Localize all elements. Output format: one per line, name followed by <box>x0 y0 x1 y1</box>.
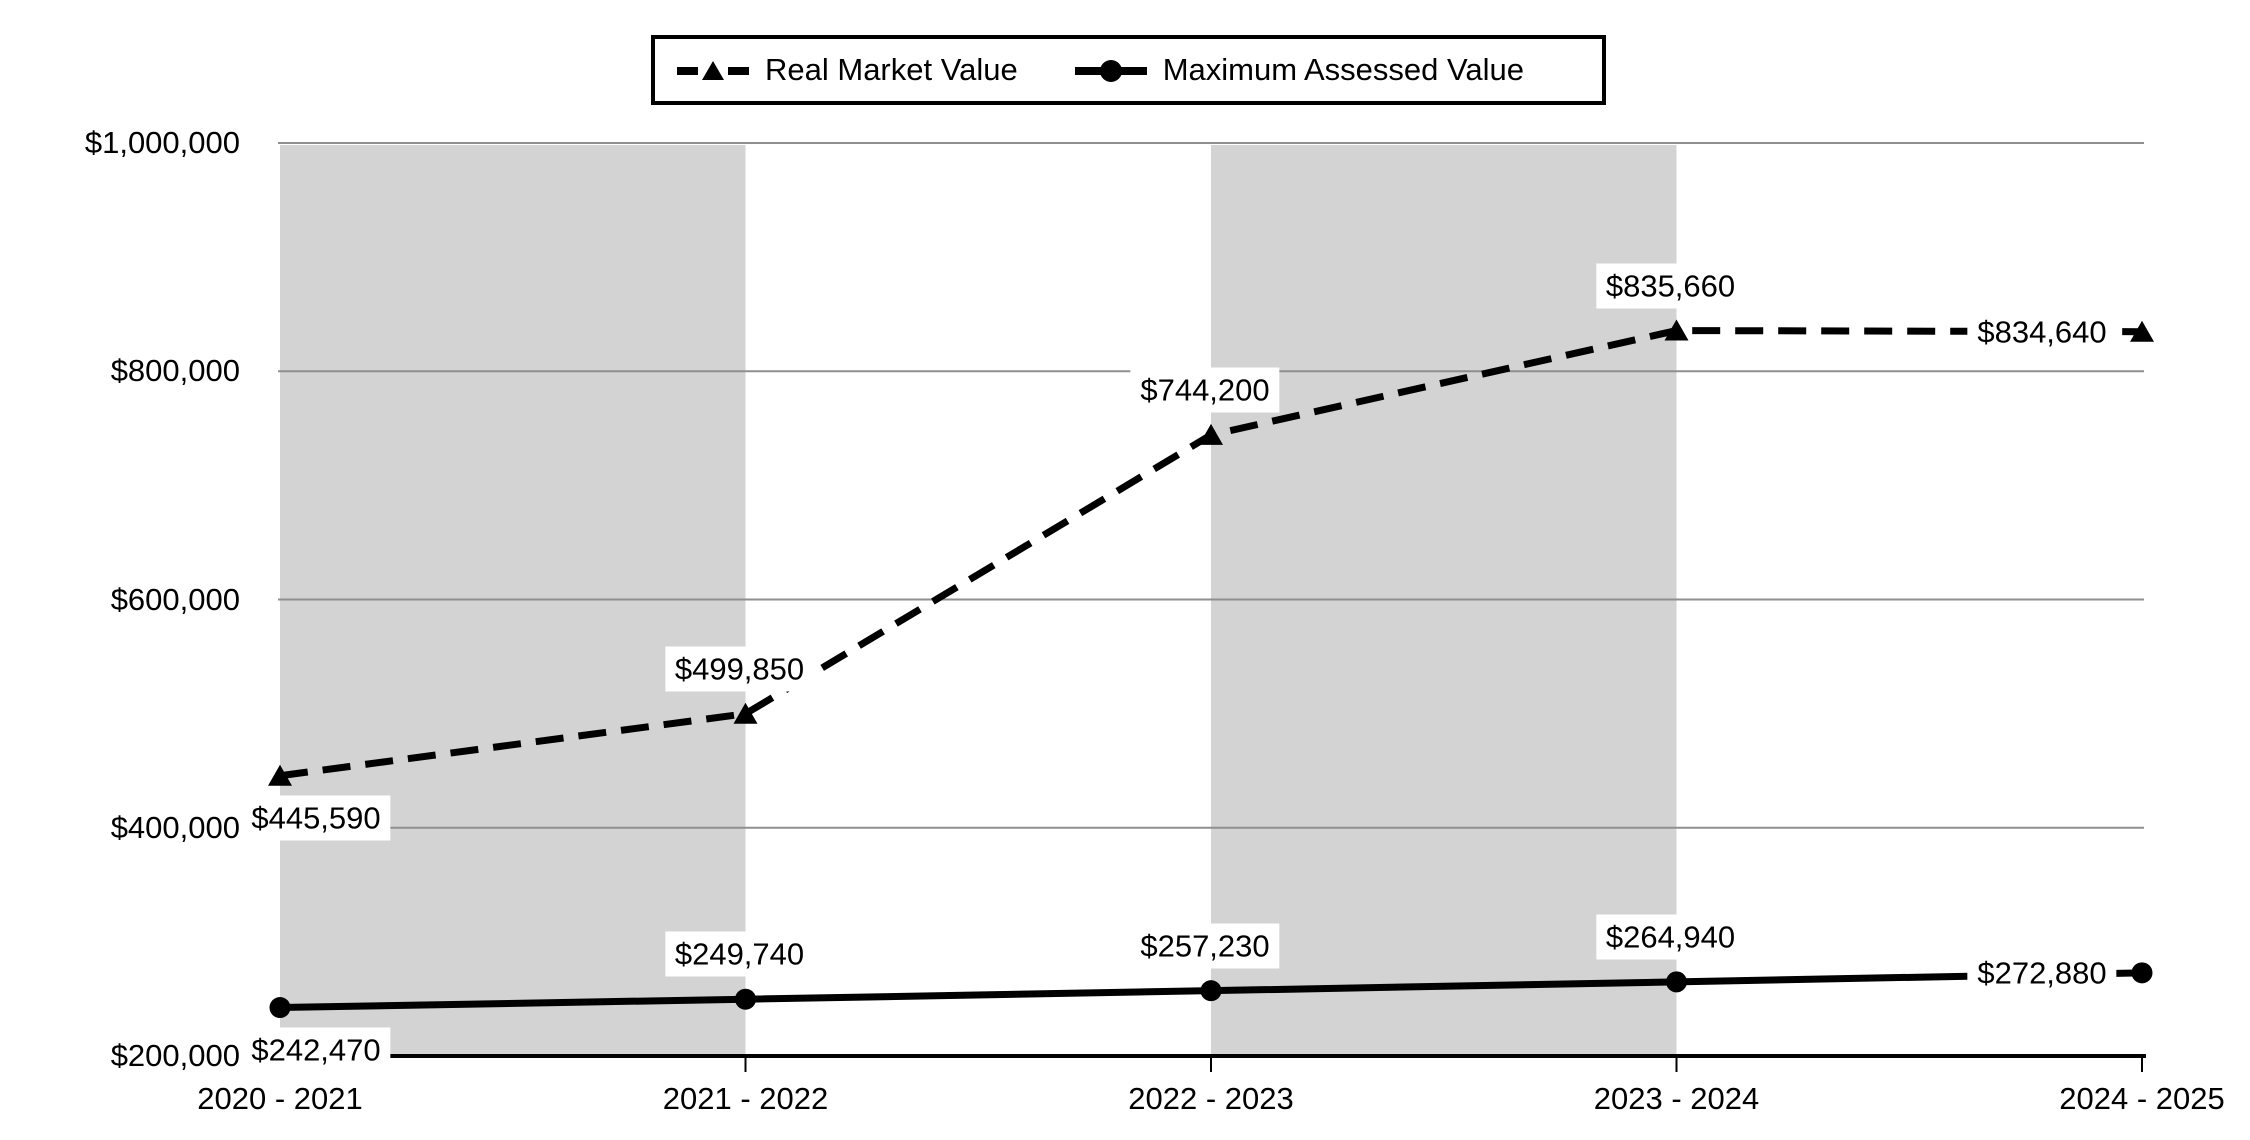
data-label: $834,640 <box>1967 309 2117 355</box>
circle-marker <box>2131 962 2153 984</box>
x-axis-tick-label: 2022 - 2023 <box>1128 1081 1294 1116</box>
triangle-marker <box>1664 319 1689 341</box>
y-axis-tick-label: $800,000 <box>110 353 240 389</box>
triangle-marker <box>1199 423 1223 445</box>
circle-marker <box>1666 971 1687 993</box>
legend-label-maximum-assessed-value: Maximum Assessed Value <box>1162 52 1524 87</box>
legend-item-maximum-assessed-value: Maximum Assessed Value <box>1074 52 1524 88</box>
y-axis-tick-label: $200,000 <box>110 1038 240 1073</box>
x-axis-tick-label: 2021 - 2022 <box>662 1081 829 1116</box>
legend: Real Market Value Maximum Assessed Value <box>651 35 1606 105</box>
triangle-marker <box>268 764 292 786</box>
legend-item-real-market-value: Real Market Value <box>677 52 1018 88</box>
y-axis-tick-label: $400,000 <box>110 809 240 845</box>
data-label: $249,740 <box>664 931 815 977</box>
x-axis-tick-label: 2023 - 2024 <box>1593 1081 1760 1116</box>
solid-line-circle-marker-icon <box>1074 60 1147 82</box>
data-label: $272,880 <box>1967 950 2117 996</box>
legend-label-real-market-value: Real Market Value <box>765 52 1018 87</box>
data-label: $835,660 <box>1595 263 1746 309</box>
data-label: $499,850 <box>664 646 815 692</box>
data-label: $445,590 <box>241 795 391 841</box>
y-axis-tick-label: $1,000,000 <box>84 125 240 160</box>
dashed-line-triangle-marker-icon <box>677 61 749 80</box>
circle-marker <box>735 988 756 1010</box>
circle-marker <box>1200 980 1222 1002</box>
x-axis-tick-label: 2024 - 2025 <box>2059 1081 2225 1116</box>
y-axis-tick-label: $600,000 <box>110 581 240 617</box>
x-axis-tick-label: 2020 - 2021 <box>197 1081 363 1116</box>
data-label: $257,230 <box>1130 923 1280 969</box>
data-label: $744,200 <box>1130 367 1280 413</box>
circle-marker <box>269 997 291 1019</box>
triangle-marker <box>733 702 758 724</box>
triangle-marker <box>2130 320 2154 342</box>
data-label: $264,940 <box>1595 914 1746 960</box>
data-label: $242,470 <box>241 1027 391 1073</box>
